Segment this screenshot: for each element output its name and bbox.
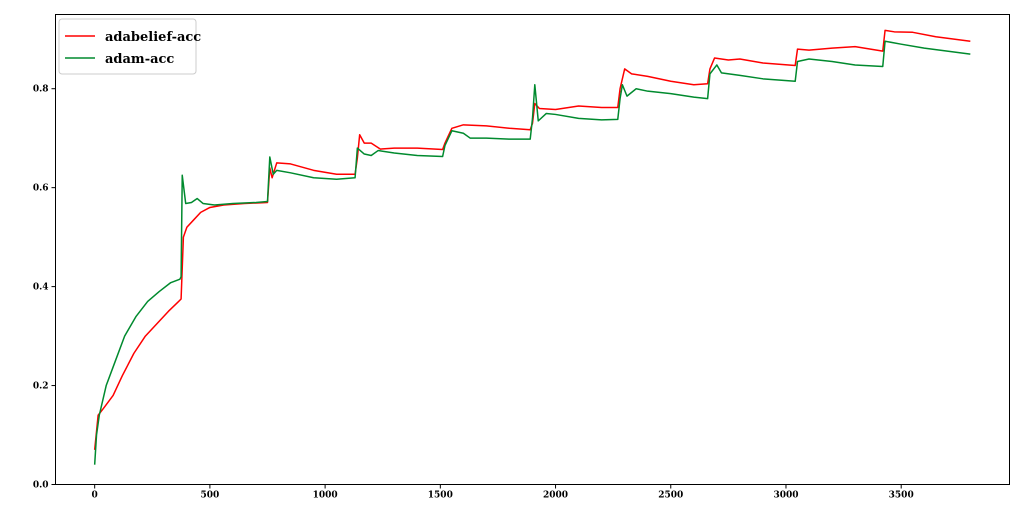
- x-axis-ticks: 0 500 1000 1500 2000 2500 3000 3500: [92, 484, 914, 501]
- legend-label-adabelief-acc: adabelief-acc: [105, 30, 201, 45]
- y-tick-label: 0.4: [33, 283, 49, 293]
- series-line-adabelief-acc: [93, 29, 971, 450]
- x-tick-label: 1500: [428, 491, 453, 501]
- x-tick-label: 3500: [889, 491, 914, 501]
- y-tick-label: 0.2: [33, 382, 49, 392]
- x-tick-label: 1000: [313, 491, 338, 501]
- series-layer: [93, 29, 971, 465]
- x-tick-label: 0: [92, 491, 98, 501]
- y-axis-ticks: 0.0 0.2 0.4 0.6 0.8: [33, 85, 56, 491]
- y-tick-label: 0.8: [33, 85, 49, 95]
- series-line-adam-acc: [93, 40, 971, 465]
- y-tick-label: 0.6: [33, 184, 49, 194]
- y-tick-label: 0.0: [33, 481, 49, 491]
- legend-label-adam-acc: adam-acc: [105, 52, 174, 67]
- x-tick-label: 2000: [543, 491, 568, 501]
- plot-area-frame: [55, 14, 1010, 485]
- x-tick-label: 3000: [773, 491, 798, 501]
- x-tick-label: 2500: [658, 491, 683, 501]
- x-tick-label: 500: [200, 491, 219, 501]
- legend: adabelief-acc adam-acc: [58, 18, 201, 75]
- legend-box: [58, 18, 197, 75]
